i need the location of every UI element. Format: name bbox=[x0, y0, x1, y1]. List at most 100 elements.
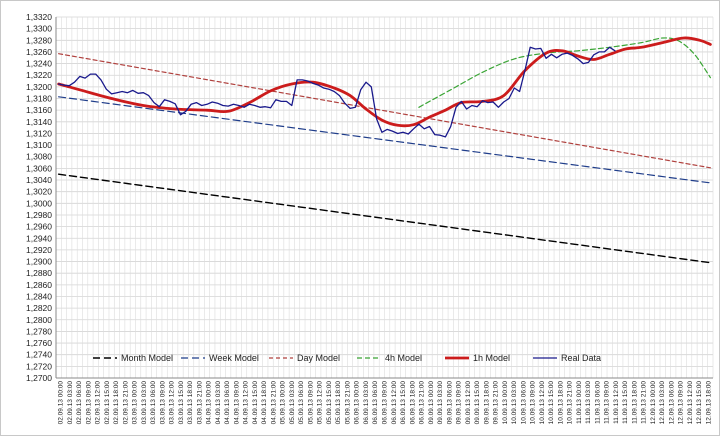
x-tick-label: 11.09.13 06:00 bbox=[594, 381, 601, 424]
x-tick-label: 03.09.13 21:00 bbox=[196, 381, 203, 425]
y-tick-label: 1,2780 bbox=[26, 326, 52, 336]
y-tick-label: 1,3300 bbox=[26, 24, 52, 34]
y-tick-label: 1,2700 bbox=[26, 373, 52, 383]
x-tick-label: 10.09.13 06:00 bbox=[520, 381, 527, 425]
x-tick-label: 03.09.13 03:00 bbox=[141, 381, 148, 425]
y-tick-label: 1,3320 bbox=[26, 12, 52, 22]
y-tick-label: 1,3060 bbox=[26, 163, 52, 173]
y-tick-label: 1,3100 bbox=[26, 140, 52, 150]
y-tick-label: 1,2760 bbox=[26, 338, 52, 348]
x-tick-label: 04.09.13 06:00 bbox=[224, 381, 231, 425]
x-tick-label: 10.09.13 18:00 bbox=[557, 381, 564, 425]
x-tick-label: 02.09.13 21:00 bbox=[122, 381, 129, 425]
x-tick-label: 05.09.13 15:00 bbox=[326, 381, 333, 425]
y-tick-label: 1,2820 bbox=[26, 303, 52, 313]
x-tick-label: 03.09.13 12:00 bbox=[169, 381, 176, 425]
x-tick-label: 09.09.13 12:00 bbox=[465, 381, 472, 425]
y-tick-label: 1,3000 bbox=[26, 198, 52, 208]
y-tick-label: 1,2960 bbox=[26, 222, 52, 232]
x-tick-label: 11.09.13 15:00 bbox=[622, 381, 629, 424]
x-tick-label: 02.09.13 09:00 bbox=[85, 381, 92, 425]
x-tick-label: 10.09.13 03:00 bbox=[511, 381, 518, 425]
x-tick-label: 06.09.13 21:00 bbox=[419, 381, 426, 425]
y-tick-label: 1,2880 bbox=[26, 268, 52, 278]
series-line-1h-model bbox=[57, 36, 712, 128]
y-tick-label: 1,3200 bbox=[26, 82, 52, 92]
x-tick-label: 09.09.13 15:00 bbox=[474, 381, 481, 425]
x-tick-label: 03.09.13 09:00 bbox=[159, 381, 166, 425]
x-tick-label: 09.09.13 09:00 bbox=[456, 381, 463, 425]
legend-label-real-data: Real Data bbox=[561, 353, 601, 363]
x-tick-label: 09.09.13 03:00 bbox=[437, 381, 444, 425]
y-tick-label: 1,3180 bbox=[26, 94, 52, 104]
x-tick-label: 10.09.13 00:00 bbox=[502, 381, 509, 425]
x-tick-label: 06.09.13 09:00 bbox=[382, 381, 389, 425]
x-tick-label: 12.09.13 18:00 bbox=[705, 381, 712, 425]
y-tick-label: 1,2980 bbox=[26, 210, 52, 220]
x-tick-label: 06.09.13 12:00 bbox=[391, 381, 398, 425]
legend-label-week-model: Week Model bbox=[209, 353, 259, 363]
x-tick-label: 04.09.13 18:00 bbox=[261, 381, 268, 425]
grid bbox=[55, 16, 714, 379]
y-tick-label: 1,2840 bbox=[26, 291, 52, 301]
x-tick-label: 06.09.13 06:00 bbox=[372, 381, 379, 425]
x-tick-label: 05.09.13 00:00 bbox=[280, 381, 287, 425]
x-tick-label: 11.09.13 21:00 bbox=[641, 381, 648, 424]
y-tick-label: 1,3040 bbox=[26, 175, 52, 185]
x-tick-label: 12.09.13 15:00 bbox=[696, 381, 703, 425]
y-tick-label: 1,3080 bbox=[26, 152, 52, 162]
y-tick-label: 1,3220 bbox=[26, 70, 52, 80]
y-tick-label: 1,2920 bbox=[26, 245, 52, 255]
x-tick-label: 04.09.13 12:00 bbox=[243, 381, 250, 425]
x-tick-label: 06.09.13 03:00 bbox=[363, 381, 370, 425]
x-tick-label: 04.09.13 15:00 bbox=[252, 381, 259, 425]
x-tick-label: 02.09.13 00:00 bbox=[58, 381, 65, 425]
x-tick-label: 02.09.13 06:00 bbox=[76, 381, 83, 425]
series-line-4h-model bbox=[418, 37, 711, 108]
x-tick-label: 06.09.13 18:00 bbox=[409, 381, 416, 425]
x-tick-label: 04.09.13 09:00 bbox=[233, 381, 240, 425]
x-tick-label: 02.09.13 03:00 bbox=[67, 381, 74, 425]
x-tick-label: 03.09.13 18:00 bbox=[187, 381, 194, 425]
x-tick-label: 11.09.13 12:00 bbox=[613, 381, 620, 424]
y-tick-label: 1,3280 bbox=[26, 35, 52, 45]
y-tick-label: 1,2860 bbox=[26, 280, 52, 290]
series-line-day-model bbox=[58, 53, 711, 169]
legend-label-day-model: Day Model bbox=[297, 353, 340, 363]
series-line-week-model bbox=[58, 96, 711, 184]
x-tick-label: 11.09.13 18:00 bbox=[631, 381, 638, 424]
x-tick-label: 10.09.13 21:00 bbox=[567, 381, 574, 425]
y-tick-label: 1,3160 bbox=[26, 105, 52, 115]
y-tick-label: 1,3020 bbox=[26, 187, 52, 197]
y-tick-label: 1,3260 bbox=[26, 47, 52, 57]
x-tick-label: 04.09.13 21:00 bbox=[270, 381, 277, 425]
x-tick-label: 10.09.13 15:00 bbox=[548, 381, 555, 425]
legend-label-4h-model: 4h Model bbox=[385, 353, 422, 363]
x-tick-label: 06.09.13 15:00 bbox=[400, 381, 407, 425]
y-tick-label: 1,3120 bbox=[26, 128, 52, 138]
y-tick-label: 1,2800 bbox=[26, 315, 52, 325]
x-tick-label: 03.09.13 00:00 bbox=[132, 381, 139, 425]
legend-label-1h-model: 1h Model bbox=[473, 353, 510, 363]
x-tick-label: 05.09.13 12:00 bbox=[317, 381, 324, 425]
x-tick-label: 02.09.13 12:00 bbox=[95, 381, 102, 425]
y-tick-label: 1,3140 bbox=[26, 117, 52, 127]
x-tick-label: 09.09.13 21:00 bbox=[493, 381, 500, 425]
legend-label-month-model: Month Model bbox=[121, 353, 173, 363]
x-tick-label: 02.09.13 18:00 bbox=[113, 381, 120, 425]
x-tick-label: 05.09.13 03:00 bbox=[289, 381, 296, 425]
x-tick-label: 05.09.13 21:00 bbox=[344, 381, 351, 425]
x-tick-label: 03.09.13 06:00 bbox=[150, 381, 157, 425]
x-tick-label: 12.09.13 06:00 bbox=[668, 381, 675, 425]
y-tick-label: 1,2940 bbox=[26, 233, 52, 243]
y-tick-label: 1,3240 bbox=[26, 59, 52, 69]
x-tick-label: 05.09.13 06:00 bbox=[298, 381, 305, 425]
legend: Month Model Week Model Day Model 4h Model 1h… bbox=[93, 353, 601, 363]
y-tick-label: 1,2720 bbox=[26, 361, 52, 371]
x-tick-label: 11.09.13 00:00 bbox=[576, 381, 583, 424]
y-tick-label: 1,2900 bbox=[26, 257, 52, 267]
x-tick-label: 03.09.13 15:00 bbox=[178, 381, 185, 425]
